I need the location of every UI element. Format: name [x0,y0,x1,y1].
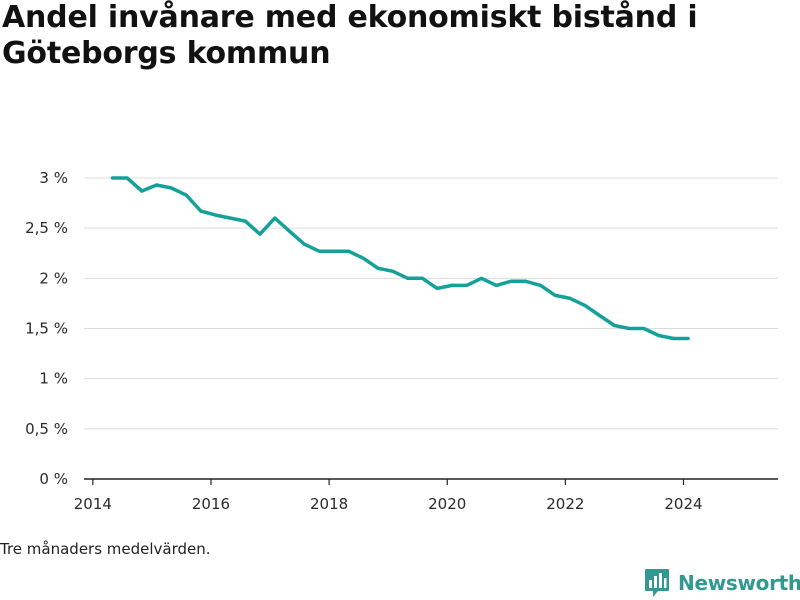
data-point [479,276,484,280]
series-layer [110,176,690,341]
data-point [184,193,188,197]
data-point [686,336,690,341]
gridlines [84,177,778,430]
y-tick-label: 1 % [39,370,68,388]
series-line [112,176,689,341]
data-point [140,189,144,193]
brand-logo[interactable]: Newsworthy [644,568,800,598]
x-tick-label: 2018 [310,495,348,513]
y-tick-label: 1,5 % [25,320,68,338]
data-point [302,242,306,246]
data-point [169,186,174,190]
data-point [524,279,528,283]
x-tick-label: 2016 [192,495,230,513]
data-point [465,283,469,287]
data-point [243,219,247,223]
data-point [568,296,572,300]
data-point [391,269,395,273]
y-tick-label: 2 % [39,269,68,287]
data-point [598,313,602,318]
data-point [347,249,351,253]
brand-name: Newsworthy [678,571,800,595]
data-point [509,279,513,283]
data-point [317,249,321,253]
data-point [287,229,292,233]
data-point [553,293,557,297]
data-point [612,323,616,328]
data-point [214,213,218,217]
data-point [435,286,439,290]
data-point [332,249,336,253]
data-point [199,209,203,213]
data-point [406,276,410,280]
y-tick-label: 3 % [39,169,68,187]
data-point [110,176,114,180]
y-tick-label: 0 % [39,470,68,488]
x-tick-label: 2024 [664,495,702,513]
data-point [125,176,129,180]
data-point [361,256,365,260]
data-point [642,326,646,331]
data-point [627,326,631,331]
y-axis-ticks: 0 % 0,5 % 1 % 1,5 % 2 % 2,5 % 3 % [25,169,68,488]
data-point [583,303,587,308]
chart-logo-icon [645,569,669,597]
data-point [657,333,661,338]
data-point [671,336,676,341]
x-axis: 2014 2016 2018 2020 2022 2024 [74,478,778,513]
y-tick-label: 2,5 % [25,219,68,237]
x-tick-label: 2014 [74,495,112,513]
data-point [450,283,454,287]
data-point [494,283,498,287]
data-point [538,283,543,287]
chart-title: Andel invånare med ekonomiskt bistånd i … [2,0,698,71]
data-point [228,216,233,220]
data-point [376,266,380,270]
x-tick-label: 2020 [428,495,466,513]
data-point [155,183,159,187]
data-point [258,232,262,236]
y-tick-label: 0,5 % [25,420,68,438]
data-point [273,216,277,220]
data-point [420,276,425,280]
x-tick-label: 2022 [546,495,584,513]
footnote: Tre månaders medelvärden. [0,540,211,558]
